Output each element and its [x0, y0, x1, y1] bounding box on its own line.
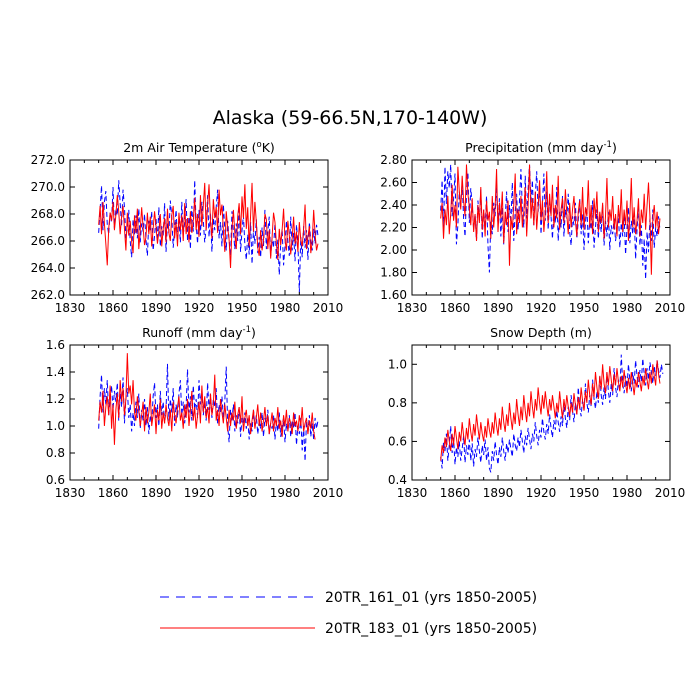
x-tick-label: 1860	[98, 301, 129, 315]
y-tick-label: 2.60	[380, 176, 407, 190]
y-tick-label: 268.0	[31, 207, 65, 221]
y-tick-label: 1.2	[46, 392, 65, 406]
panel-title-precip: Precipitation (mm day-1)	[465, 140, 617, 155]
x-tick-label: 1890	[483, 486, 514, 500]
x-tick-label: 2010	[313, 301, 344, 315]
x-tick-label: 1890	[141, 486, 172, 500]
x-tick-label: 1830	[55, 486, 86, 500]
x-tick-label: 1950	[569, 301, 600, 315]
x-tick-label: 1980	[270, 301, 301, 315]
x-tick-label: 1860	[440, 486, 471, 500]
series-line-runoff-2	[98, 353, 316, 445]
panel-snow: 1830 1860 1890 1920 1950 1980 2010 0.4 0.6 0.8 1.0…	[388, 325, 685, 500]
y-tick-label: 1.4	[46, 365, 65, 379]
y-tick-label: 1.80	[380, 266, 407, 280]
x-tick-label: 1890	[483, 301, 514, 315]
y-tick-label: 0.4	[388, 473, 407, 487]
x-tick-label: 1830	[397, 486, 428, 500]
y-tick-label: 1.60	[380, 288, 407, 302]
series-line-temp-2	[98, 182, 319, 269]
legend-label: 20TR_183_01 (yrs 1850-2005)	[325, 621, 537, 637]
x-tick-label: 1980	[612, 301, 643, 315]
panel-title-temp: 2m Air Temperature (oK)	[123, 140, 275, 155]
series-line-snow-2	[440, 360, 661, 461]
y-tick-label: 2.00	[380, 243, 407, 257]
x-tick-label: 1920	[526, 301, 557, 315]
x-tick-label: 1920	[184, 301, 215, 315]
panel-precip: 1830 1860 1890 1920 1950 1980 2010 1.60 1.80 2.00…	[380, 140, 685, 315]
legend-item-2: 20TR_183_01 (yrs 1850-2005)	[160, 621, 537, 637]
legend-label: 20TR_161_01 (yrs 1850-2005)	[325, 590, 537, 606]
x-tick-label: 2010	[313, 486, 344, 500]
panel-temp: 1830 1860 1890 1920 1950 1980 2010 262.0 264.0 26…	[31, 140, 344, 315]
y-tick-label: 0.6	[388, 434, 407, 448]
y-tick-label: 0.8	[388, 396, 407, 410]
x-tick-label: 1980	[612, 486, 643, 500]
x-tick-label: 1950	[227, 301, 258, 315]
series-line-runoff-1	[98, 363, 319, 462]
panel-title-runoff: Runoff (mm day-1)	[142, 325, 256, 340]
x-tick-label: 1830	[397, 301, 428, 315]
figure-title: Alaska (59-66.5N,170-140W)	[213, 107, 488, 129]
y-tick-label: 1.0	[388, 357, 407, 371]
series-line-snow-1	[440, 354, 664, 473]
series-line-precip-2	[440, 164, 661, 275]
chart-panels: 1830 1860 1890 1920 1950 1980 2010 262.0 264.0 26…	[31, 140, 686, 500]
x-tick-label: 1860	[440, 301, 471, 315]
legend: 20TR_161_01 (yrs 1850-2005) 20TR_183_01 (…	[160, 590, 537, 637]
y-tick-label: 272.0	[31, 153, 65, 167]
y-tick-label: 1.6	[46, 338, 65, 352]
x-tick-label: 1830	[55, 301, 86, 315]
x-tick-label: 1920	[184, 486, 215, 500]
y-tick-label: 1.0	[46, 419, 65, 433]
x-tick-label: 1950	[569, 486, 600, 500]
legend-item-1: 20TR_161_01 (yrs 1850-2005)	[160, 590, 537, 606]
x-tick-label: 1920	[526, 486, 557, 500]
panel-title-snow: Snow Depth (m)	[490, 325, 592, 340]
x-tick-label: 2010	[655, 301, 686, 315]
x-tick-label: 1860	[98, 486, 129, 500]
y-tick-label: 264.0	[31, 261, 65, 275]
y-tick-label: 0.8	[46, 446, 65, 460]
x-tick-label: 1980	[270, 486, 301, 500]
y-tick-label: 2.40	[380, 198, 407, 212]
y-tick-label: 262.0	[31, 288, 65, 302]
x-tick-label: 1890	[141, 301, 172, 315]
y-tick-label: 0.6	[46, 473, 65, 487]
x-tick-label: 1950	[227, 486, 258, 500]
panel-runoff: 1830 1860 1890 1920 1950 1980 2010 0.6 0.8 1.0 1.2…	[46, 325, 343, 500]
y-tick-label: 2.80	[380, 153, 407, 167]
y-tick-label: 270.0	[31, 180, 65, 194]
y-tick-label: 266.0	[31, 234, 65, 248]
y-tick-label: 2.20	[380, 221, 407, 235]
x-tick-label: 2010	[655, 486, 686, 500]
